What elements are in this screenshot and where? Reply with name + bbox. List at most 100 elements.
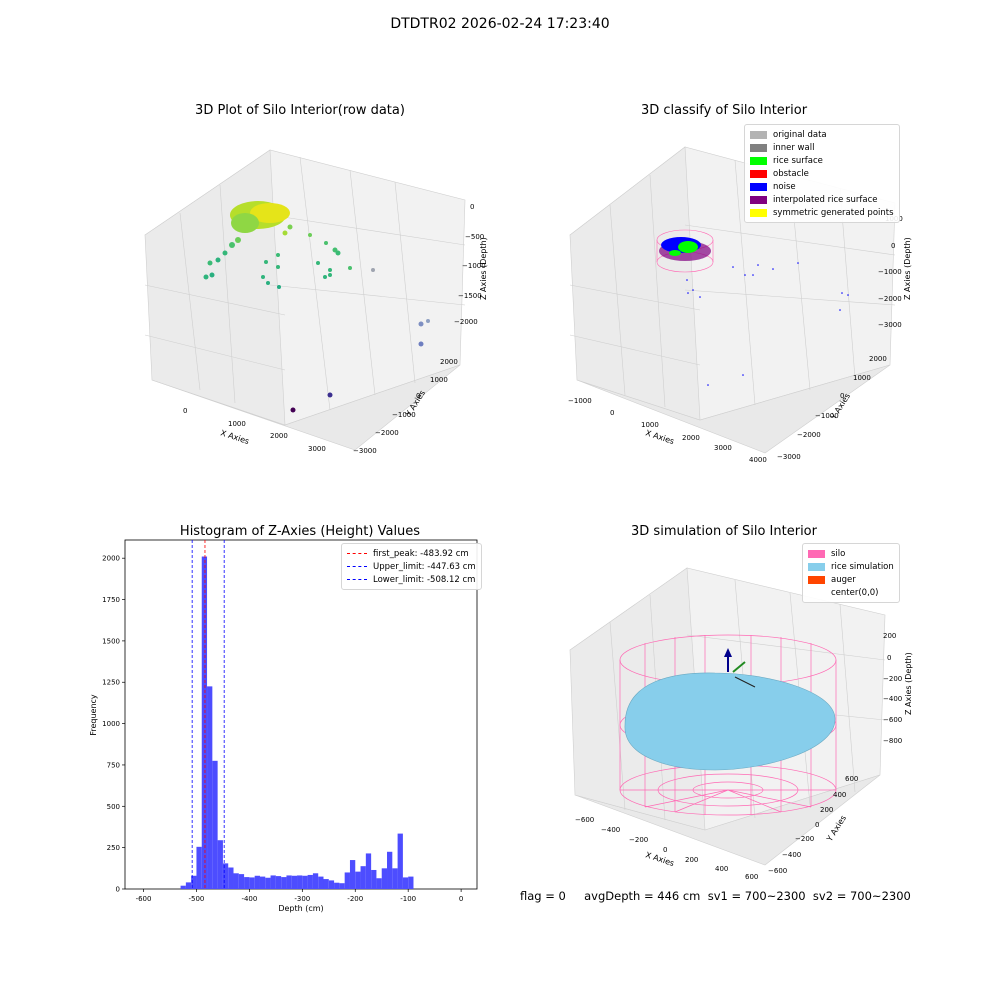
x-tick-label: 0 [459, 895, 463, 903]
classify-z-axis-label: Z Axies (Depth) [903, 237, 912, 300]
auger [724, 648, 756, 688]
histogram-bar [318, 876, 324, 889]
simulation-x-tick: −400 [601, 826, 620, 834]
histogram-bar [307, 874, 313, 889]
simulation-legend: silo rice simulation auger center(0,0) [802, 543, 900, 603]
legend-entry: obstacle [750, 167, 894, 180]
legend-line [347, 566, 367, 567]
x-axis-label: Depth (cm) [278, 904, 323, 913]
histogram-bar [286, 875, 292, 889]
legend-entry: original data [750, 128, 894, 141]
classify-z-tick: 0 [891, 242, 895, 250]
raw-x-tick: 3000 [308, 445, 326, 453]
legend-swatch [808, 562, 825, 571]
histogram-bar [207, 686, 213, 889]
simulation-y-tick: 200 [820, 806, 833, 814]
simulation-y-tick: −400 [782, 851, 801, 859]
histogram-bar [212, 760, 218, 889]
simulation-z-tick: −600 [883, 716, 902, 724]
legend-swatch [750, 143, 767, 152]
legend-swatch [808, 575, 825, 584]
histogram-bar [281, 877, 287, 889]
histogram-bar [185, 882, 192, 889]
classify-y-tick: −2000 [797, 431, 821, 439]
histogram-bar [381, 868, 388, 889]
classify-x-tick: 2000 [682, 434, 700, 442]
raw-x-tick: 2000 [270, 432, 288, 440]
histogram-bar [387, 851, 393, 889]
legend-entry: first_peak: -483.92 cm [347, 547, 476, 560]
raw-z-tick: 0 [470, 203, 474, 211]
histogram-bar [196, 846, 202, 889]
x-tick-label: -500 [189, 895, 205, 903]
histogram-bar [302, 875, 308, 889]
classify-z-tick: −1000 [878, 268, 902, 276]
simulation-y-tick: 600 [845, 775, 858, 783]
simulation-3d-plot: −600 −400 −200 0 200 400 600 600 400 200… [569, 567, 913, 880]
simulation-z-tick: −400 [883, 695, 902, 703]
raw-y-tick: 1000 [430, 376, 448, 384]
histogram-bar [365, 853, 372, 889]
raw-x-axis-label: X Axies [219, 428, 250, 446]
histogram-bar [201, 556, 208, 889]
simulation-z-tick: −200 [883, 675, 902, 683]
raw-y-tick: −2000 [375, 429, 399, 437]
raw-y-tick: 2000 [440, 358, 458, 366]
raw-y-tick: −3000 [353, 447, 377, 455]
x-tick-label: -600 [136, 895, 152, 903]
histogram-bar [265, 877, 271, 889]
histogram-bars [180, 556, 414, 889]
x-ticks: -600 -500 -400 -300 -200 -100 0 [136, 889, 463, 903]
raw-z-tick: −1000 [462, 262, 486, 270]
legend-entry: Upper_limit: -447.63 cm [347, 560, 476, 573]
histogram-bar [344, 872, 350, 889]
histogram-bar [376, 878, 382, 889]
legend-swatch [750, 195, 767, 204]
histogram-bar [228, 867, 234, 889]
legend-line [347, 553, 367, 554]
histogram-bar [180, 885, 186, 889]
raw-z-axis-label: Z Axies (Depth) [479, 237, 488, 300]
simulation-z-tick: 200 [883, 632, 896, 640]
y-tick-label: 1500 [102, 637, 120, 645]
histogram-bar [259, 876, 266, 889]
legend-line [347, 579, 367, 580]
legend-swatch [750, 208, 767, 217]
y-tick-label: 1750 [102, 596, 120, 604]
classify-x-tick: −1000 [568, 397, 592, 405]
histogram-bar [360, 866, 366, 889]
histogram-bar [249, 877, 255, 889]
legend-entry: noise [750, 180, 894, 193]
histogram-bar [297, 875, 303, 889]
histogram-bar [270, 875, 276, 889]
histogram-bar [392, 868, 398, 889]
status-footer: flag = 0 avgDepth = 446 cm sv1 = 700~230… [520, 889, 911, 903]
classify-z-tick: −3000 [878, 321, 902, 329]
simulation-x-tick: 600 [745, 873, 758, 880]
y-tick-label: 250 [107, 844, 120, 852]
simulation-x-tick: 400 [715, 865, 728, 873]
simulation-y-tick: 0 [815, 821, 819, 829]
plot-area [124, 539, 478, 890]
histogram-bar [355, 871, 361, 889]
y-tick-label: 1250 [102, 679, 120, 687]
classify-x-tick: 4000 [749, 456, 767, 464]
y-tick-label: 750 [107, 761, 120, 769]
rice-surface [624, 672, 836, 771]
x-tick-label: -400 [241, 895, 257, 903]
legend-entry: interpolated rice surface [750, 193, 894, 206]
raw-scatter-points [203, 201, 430, 413]
simulation-plot-title: 3D simulation of Silo Interior [631, 524, 817, 539]
simulation-x-tick: 0 [663, 846, 667, 854]
simulation-x-axis-label: X Axies [644, 850, 675, 868]
raw-y-tick: 0 [416, 392, 420, 400]
histogram-bar [408, 876, 414, 889]
legend-swatch [750, 130, 767, 139]
histogram-bar [349, 860, 356, 889]
histogram-bar [191, 875, 197, 889]
simulation-y-tick: −200 [795, 835, 814, 843]
histogram-bar [312, 873, 319, 889]
histogram-bar [339, 883, 345, 889]
histogram-bar [233, 873, 239, 889]
simulation-z-tick: 0 [887, 654, 891, 662]
